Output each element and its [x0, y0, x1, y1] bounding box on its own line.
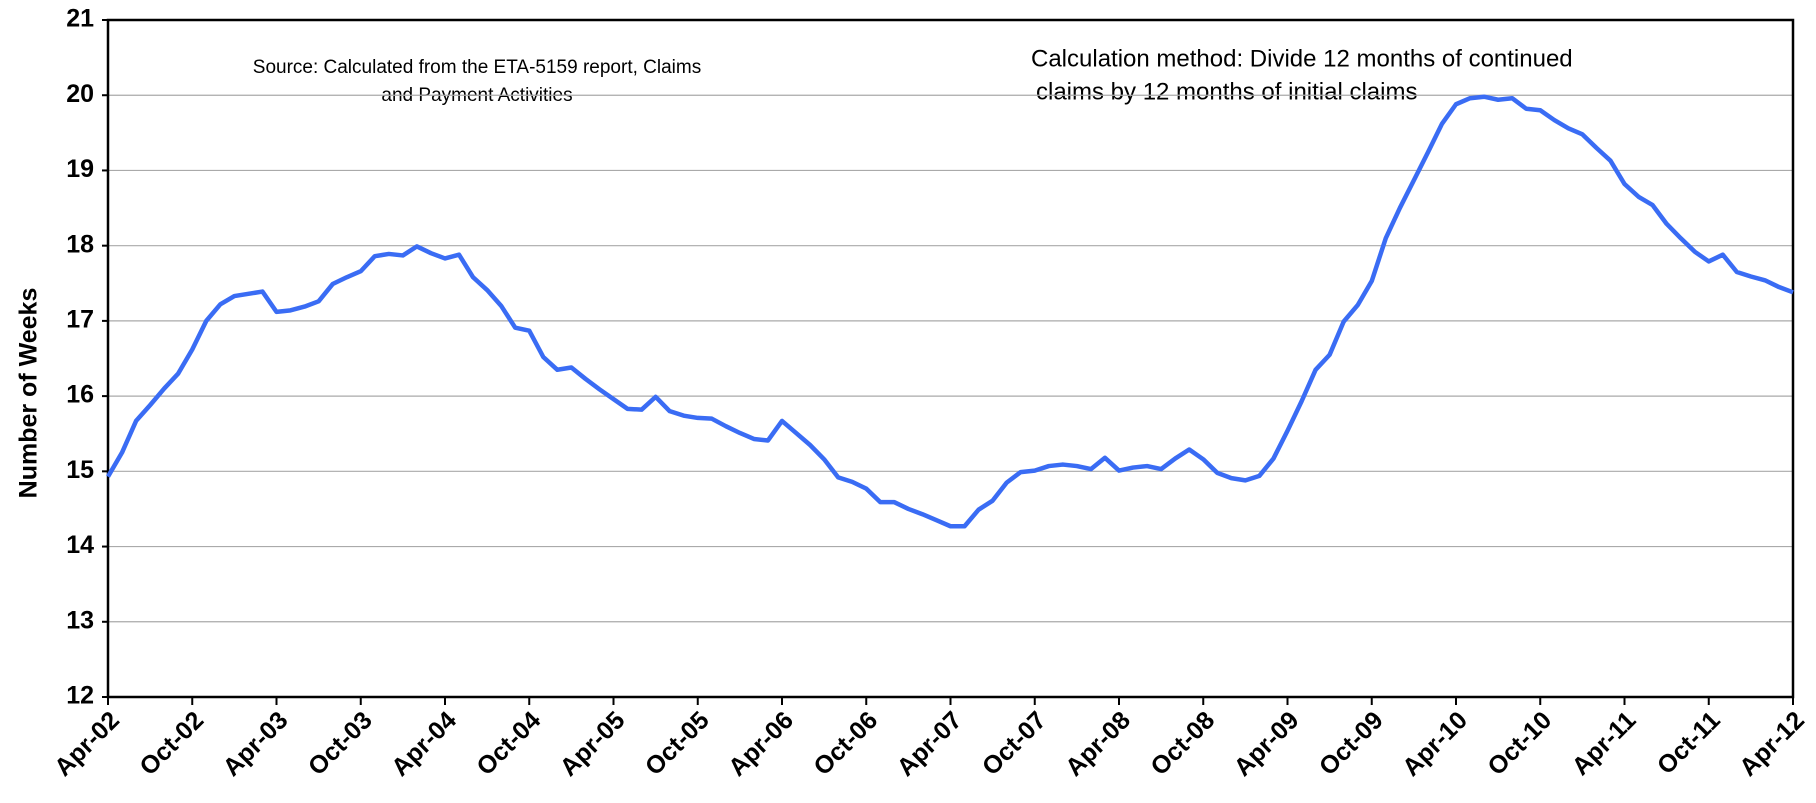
- x-tick-label: Oct-02: [134, 706, 209, 781]
- annotation: Calculation method: Divide 12 months of …: [1031, 45, 1573, 72]
- x-tick-label: Apr-08: [1060, 706, 1136, 782]
- y-tick-label: 15: [66, 456, 94, 484]
- x-tick-label: Oct-10: [1482, 706, 1557, 781]
- x-tick-label: Oct-05: [640, 706, 715, 781]
- y-tick-label: 16: [66, 381, 94, 409]
- x-tick-label: Oct-11: [1652, 706, 1726, 780]
- x-tick-label: Apr-02: [49, 706, 125, 782]
- y-tick-label: 20: [66, 80, 94, 108]
- x-tick-label: Apr-03: [218, 706, 294, 782]
- x-tick-label: Apr-04: [386, 706, 462, 782]
- x-tick-label: Apr-12: [1734, 706, 1810, 782]
- x-tick-label: Apr-10: [1397, 706, 1473, 782]
- y-axis-label: Number of Weeks: [15, 288, 43, 499]
- y-tick-label: 14: [66, 531, 94, 559]
- plot-frame: [106, 18, 1795, 699]
- x-tick-label: Apr-07: [892, 706, 968, 782]
- annotation: claims by 12 months of initial claims: [1036, 78, 1417, 105]
- x-tick-label: Apr-09: [1229, 706, 1305, 782]
- y-tick-label: 13: [66, 606, 94, 634]
- x-tick-label: Oct-09: [1314, 706, 1389, 781]
- y-tick-label: 18: [66, 230, 94, 258]
- x-tick-label: Apr-06: [723, 706, 799, 782]
- x-tick-label: Oct-07: [977, 706, 1052, 781]
- x-tick-label: Oct-04: [471, 706, 546, 781]
- x-tick-label: Oct-03: [303, 706, 378, 781]
- annotation: Source: Calculated from the ETA-5159 rep…: [253, 57, 701, 78]
- x-tick-label: Oct-08: [1145, 706, 1220, 781]
- x-tick-label: Apr-05: [555, 706, 631, 782]
- y-tick-label: 17: [66, 305, 94, 333]
- x-tick-label: Oct-06: [808, 706, 883, 781]
- y-tick-label: 21: [66, 5, 94, 33]
- line: [106, 94, 1794, 529]
- y-tick-label: 12: [66, 682, 94, 710]
- x-tick-label: Apr-11: [1567, 706, 1642, 781]
- y-tick-label: 19: [66, 155, 94, 183]
